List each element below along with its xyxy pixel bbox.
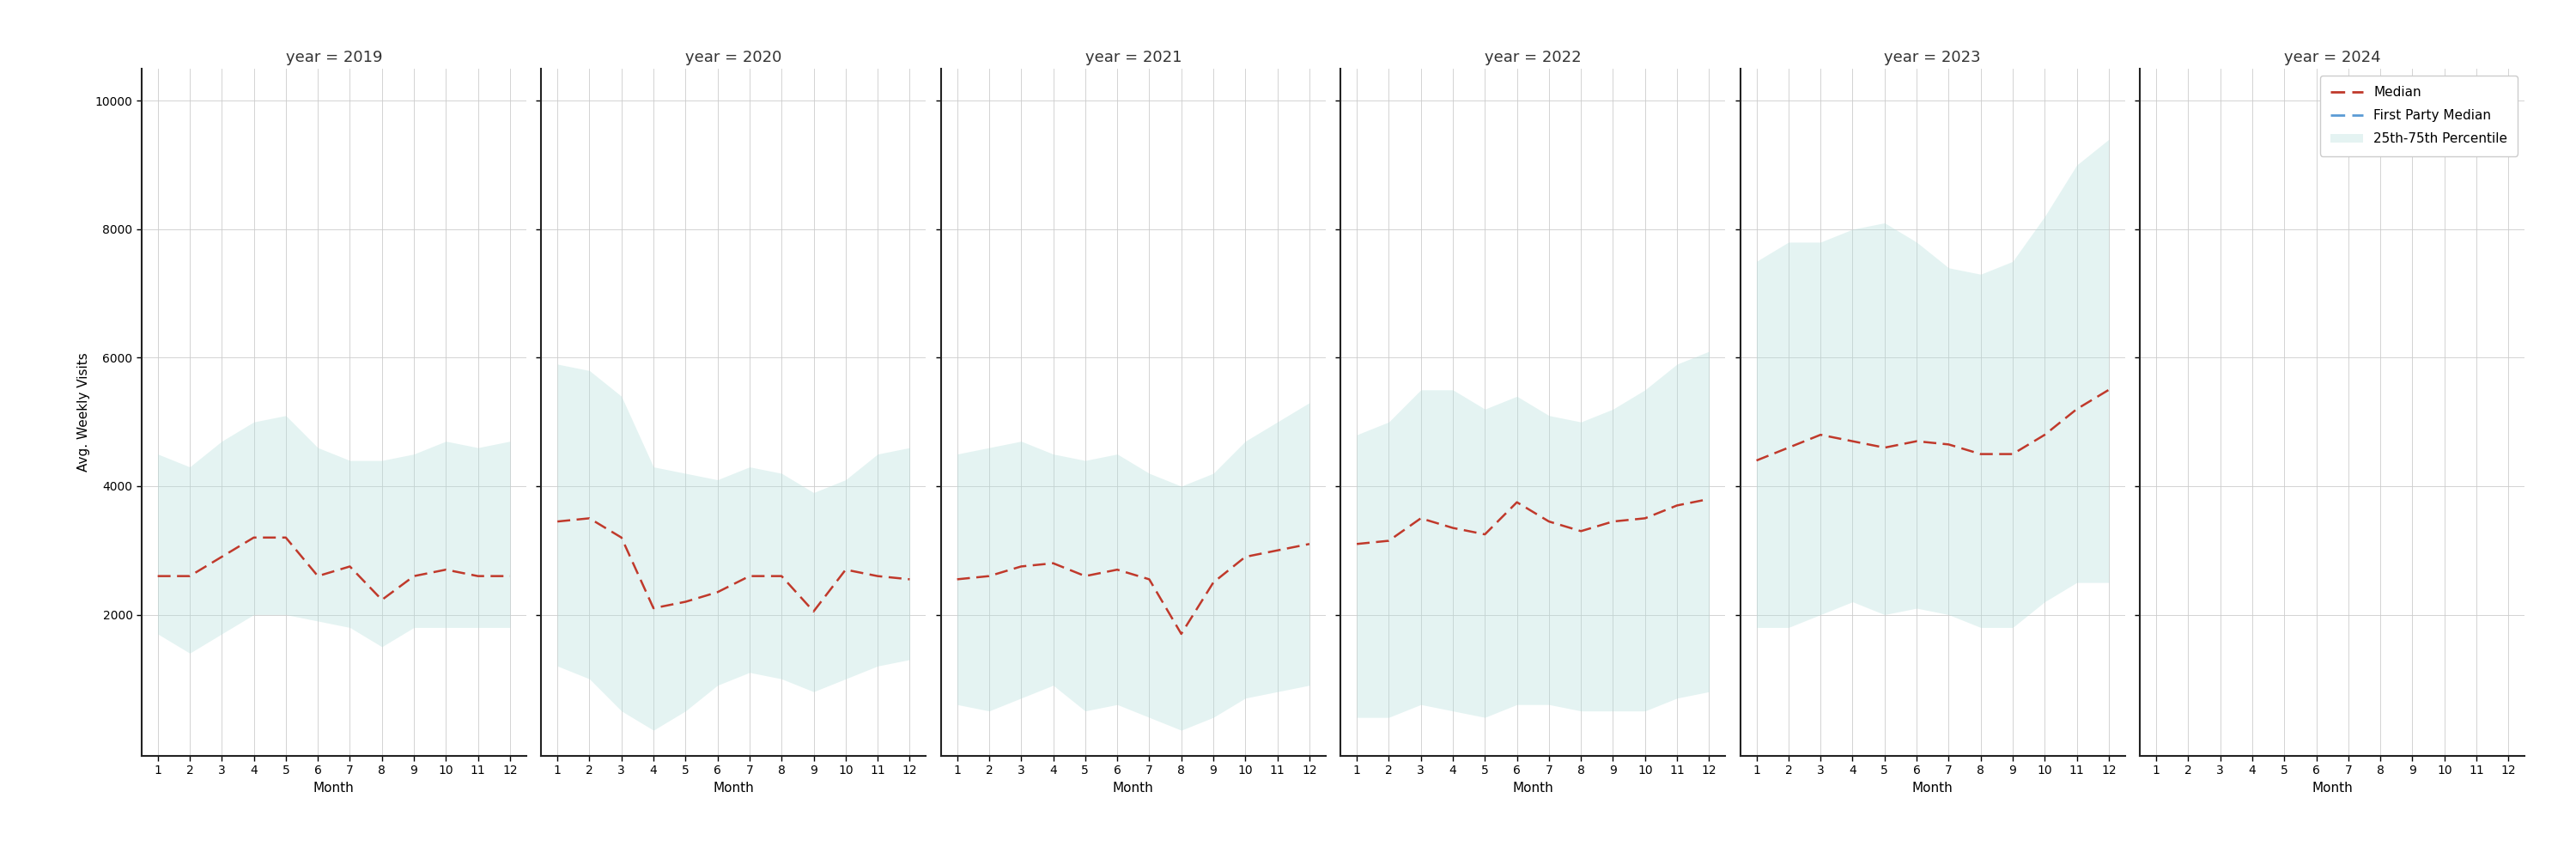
Title: year = 2022: year = 2022 bbox=[1484, 50, 1582, 65]
Y-axis label: Avg. Weekly Visits: Avg. Weekly Visits bbox=[77, 353, 90, 472]
X-axis label: Month: Month bbox=[314, 782, 355, 795]
Title: year = 2023: year = 2023 bbox=[1883, 50, 1981, 65]
X-axis label: Month: Month bbox=[1113, 782, 1154, 795]
X-axis label: Month: Month bbox=[1512, 782, 1553, 795]
X-axis label: Month: Month bbox=[2311, 782, 2352, 795]
X-axis label: Month: Month bbox=[1911, 782, 1953, 795]
Title: year = 2021: year = 2021 bbox=[1084, 50, 1182, 65]
Legend: Median, First Party Median, 25th-75th Percentile: Median, First Party Median, 25th-75th Pe… bbox=[2318, 76, 2517, 156]
Title: year = 2019: year = 2019 bbox=[286, 50, 381, 65]
X-axis label: Month: Month bbox=[714, 782, 755, 795]
Title: year = 2024: year = 2024 bbox=[2285, 50, 2380, 65]
Title: year = 2020: year = 2020 bbox=[685, 50, 781, 65]
